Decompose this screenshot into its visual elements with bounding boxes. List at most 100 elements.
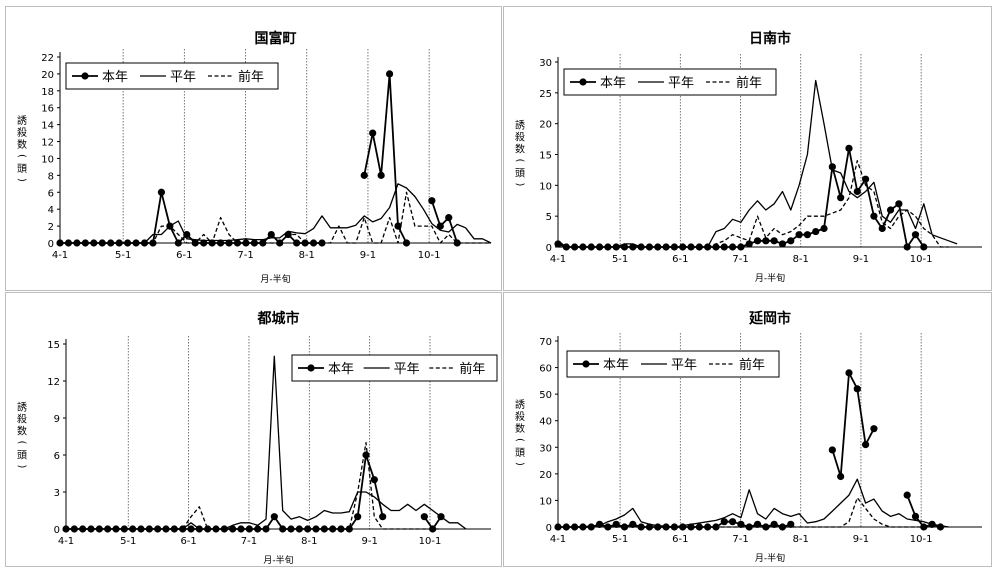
data-point — [895, 200, 903, 208]
x-tick-label: 8-1 — [793, 254, 809, 265]
data-point — [920, 243, 928, 251]
data-point — [354, 513, 362, 521]
y-axis-label-char: 頭 — [515, 447, 525, 459]
chart-panel-nobeoka: 延岡市 0 10 20 30 40 50 60 70 4-1 5-1 6-1 7-1 8-1 9-1 10-1… — [503, 292, 992, 567]
data-point — [845, 369, 853, 377]
y-axis-label-char: 誘 — [17, 114, 27, 127]
y-axis-label-char: ) — [16, 465, 27, 469]
x-tick-label: 6-1 — [176, 250, 192, 261]
data-point — [853, 187, 861, 196]
x-tick-label: 9-1 — [853, 254, 869, 265]
y-tick-label: 50 — [539, 390, 552, 401]
x-axis-label: 月-半旬 — [263, 554, 293, 566]
y-tick-label: 3 — [54, 488, 60, 499]
data-point — [629, 520, 637, 528]
y-axis-label-char: 頭 — [515, 168, 525, 180]
data-point — [787, 520, 795, 528]
x-tick-label: 10-1 — [910, 534, 933, 545]
series-line-平年 — [557, 79, 958, 248]
data-point — [837, 472, 845, 481]
legend-marker — [307, 364, 315, 372]
series-line-本年 — [363, 73, 408, 244]
y-tick-label: 6 — [48, 188, 54, 199]
data-point — [267, 230, 275, 239]
y-tick-label: 15 — [47, 340, 60, 351]
x-tick-label: 5-1 — [120, 536, 136, 547]
data-point — [402, 239, 411, 247]
chart-panel-nichinan: 日南市 0 5 10 15 20 25 30 4-1 5-1 6-1 7-1 8-1 9-1 10-1 誘殺数… — [503, 6, 992, 291]
legend-label: 前年 — [739, 357, 765, 373]
legend-box — [563, 68, 777, 96]
x-tick-label: 7-1 — [732, 254, 748, 265]
legend-marker — [582, 360, 590, 368]
y-tick-label: 30 — [539, 443, 552, 454]
legend-marker — [579, 78, 587, 86]
y-axis-label-char: 殺 — [17, 126, 27, 139]
data-point — [720, 518, 728, 526]
y-axis-label-char: 数 — [17, 138, 27, 151]
data-point — [903, 491, 911, 499]
data-point — [745, 240, 753, 248]
data-point — [345, 525, 353, 533]
legend-label: 平年 — [170, 70, 196, 85]
y-tick-label: 20 — [539, 470, 552, 481]
y-tick-label: 8 — [48, 171, 54, 182]
data-point — [370, 476, 378, 484]
data-point — [845, 144, 853, 152]
y-tick-label: 12 — [47, 377, 60, 388]
x-tick-label: 6-1 — [672, 254, 688, 265]
data-point — [862, 175, 870, 183]
y-tick-label: 22 — [41, 53, 54, 64]
y-axis-label-char: 数 — [17, 425, 27, 438]
legend-label: 本年 — [102, 70, 128, 85]
y-axis-label-char: ( — [16, 154, 27, 158]
x-tick-label: 5-1 — [115, 250, 131, 261]
data-point — [936, 523, 945, 531]
series-line-前年 — [558, 160, 949, 248]
x-tick-label: 8-1 — [299, 250, 315, 261]
y-tick-label: 0 — [546, 243, 552, 254]
chart-panel-miyakonojo: 都城市 0 3 6 9 12 15 4-1 5-1 6-1 7-1 8-1 9-1 10-1 誘殺数 (頭) 月… — [5, 292, 502, 567]
data-point — [787, 237, 795, 245]
chart-title: 国富町 — [255, 30, 297, 47]
chart-miyakonojo: 都城市 0 3 6 9 12 15 4-1 5-1 6-1 7-1 8-1 9-1 10-1 誘殺数 (頭) 月… — [16, 310, 498, 566]
data-point — [837, 194, 845, 202]
y-axis-label-char: 頭 — [17, 163, 27, 175]
x-tick-label: 4-1 — [550, 534, 566, 545]
x-axis-label: 月-半旬 — [755, 552, 785, 564]
chart-title: 都城市 — [257, 310, 300, 327]
legend-label: 前年 — [238, 69, 264, 85]
data-point — [320, 525, 328, 533]
y-tick-label: 18 — [41, 87, 54, 98]
data-point — [795, 231, 803, 239]
data-point — [293, 239, 301, 247]
data-point — [379, 513, 387, 521]
y-tick-label: 10 — [539, 181, 552, 192]
x-tick-label: 5-1 — [612, 254, 628, 265]
legend-label: 本年 — [328, 362, 354, 377]
data-point — [394, 222, 402, 230]
series-line-本年 — [430, 200, 459, 244]
data-point — [259, 239, 267, 247]
legend-box — [65, 62, 279, 90]
series-line-前年 — [558, 497, 933, 528]
y-tick-label: 12 — [41, 138, 54, 149]
data-point — [174, 239, 182, 247]
y-tick-label: 2 — [48, 222, 54, 233]
data-point — [778, 240, 787, 248]
y-axis-label-char: ) — [16, 178, 27, 182]
y-axis-label-char: ( — [16, 441, 27, 445]
x-tick-label: 7-1 — [732, 534, 748, 545]
chart-legend: 本年 平年 前年 — [65, 62, 279, 90]
chart-kunitomi: 国富町 0 2 4 6 8 10 12 14 16 18 20 22 4-1 5-1 6-1 7-1 8-1 9-1… — [16, 30, 492, 285]
x-tick-label: 6-1 — [180, 536, 196, 547]
x-tick-label: 10-1 — [910, 254, 933, 265]
data-point — [828, 446, 836, 454]
x-tick-label: 10-1 — [419, 536, 442, 547]
x-tick-label: 8-1 — [301, 536, 317, 547]
y-tick-label: 0 — [54, 525, 60, 536]
data-point — [762, 237, 770, 245]
series-line-平年 — [66, 355, 467, 530]
data-point — [720, 243, 728, 251]
